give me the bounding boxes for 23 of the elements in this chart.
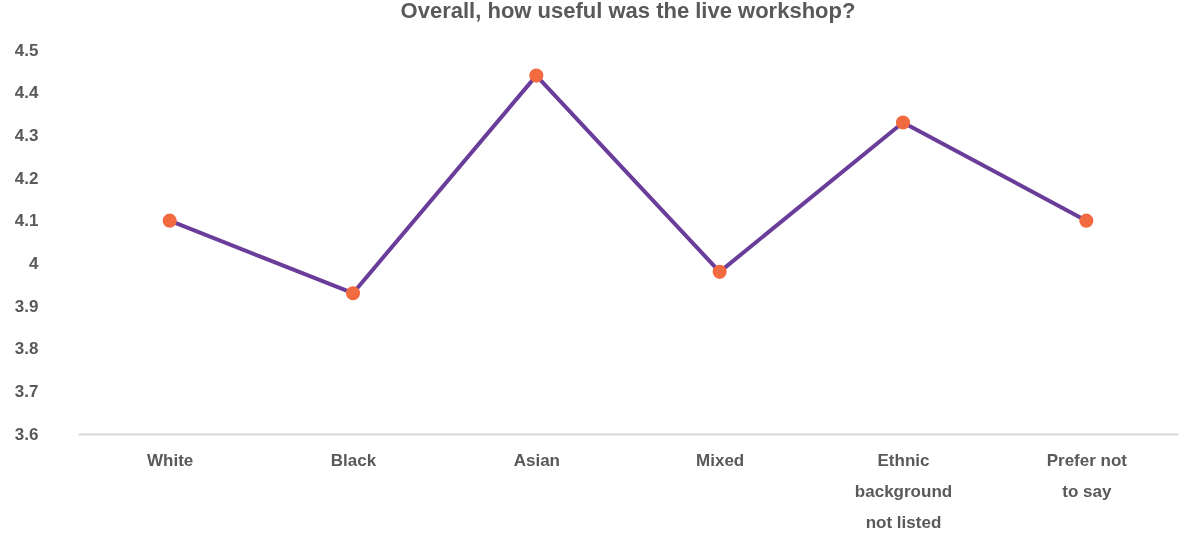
y-tick-label: 3.6 [14, 424, 39, 444]
point [895, 115, 911, 130]
x-tick-label: Black [330, 450, 377, 470]
y-tick-label: 4.5 [14, 40, 39, 60]
y-tick-label: 3.9 [14, 296, 39, 316]
point [529, 68, 544, 83]
point [1079, 213, 1094, 228]
x-tick-label: Mixed [696, 450, 745, 470]
point [162, 213, 177, 228]
y-tick-label: 3.7 [14, 381, 39, 401]
chart-title: Overall, how useful was the live workshop? [400, 0, 856, 23]
x-tick-label: Prefer not to say [1046, 450, 1128, 501]
y-tick-label: 4 [29, 253, 40, 273]
y-tick-label: 4.3 [14, 125, 39, 145]
y-tick-label: 4.2 [14, 168, 39, 188]
x-tick-label: White [147, 450, 194, 470]
x-tick-label: Ethnic background not listed [854, 450, 953, 532]
y-tick-label: 3.8 [14, 339, 39, 359]
y-tick-label: 4.4 [14, 83, 40, 103]
point [712, 264, 727, 279]
y-tick-label: 4.1 [14, 211, 39, 231]
x-tick-label: Asian [513, 450, 560, 470]
point [345, 286, 361, 301]
